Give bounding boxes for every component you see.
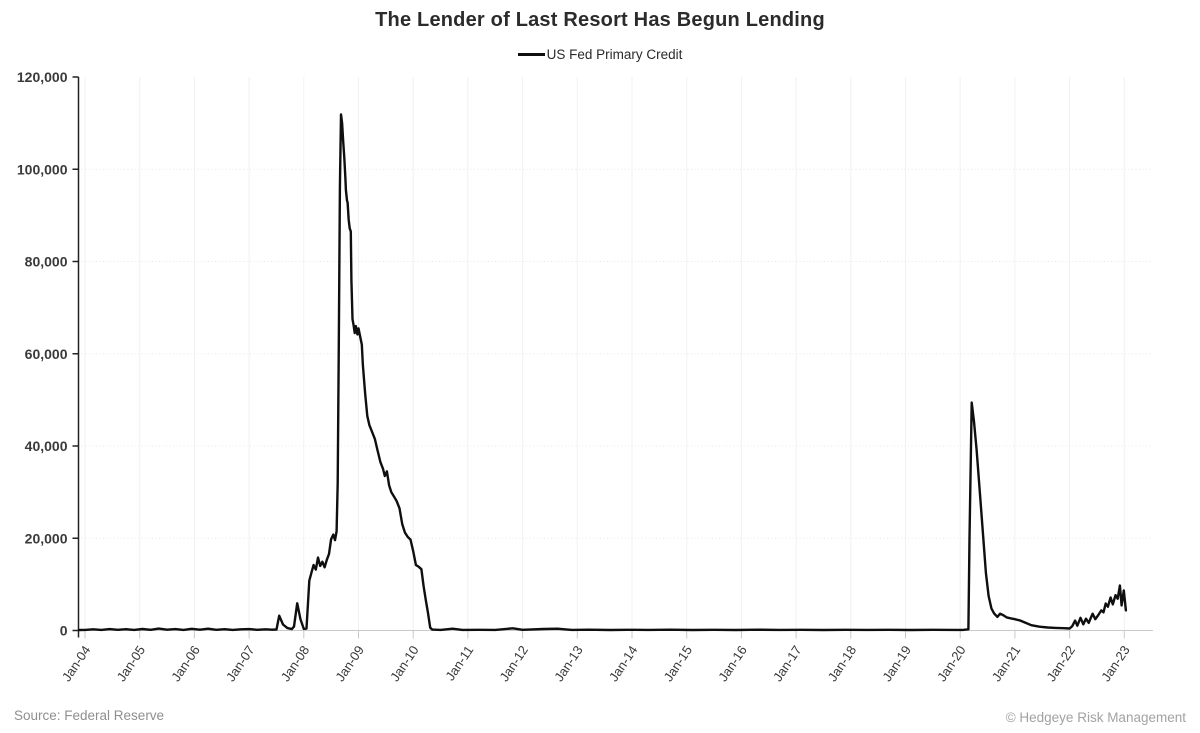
x-tick-label: Jan-07: [223, 643, 258, 684]
y-tick-label: 40,000: [25, 438, 68, 454]
legend: US Fed Primary Credit: [0, 47, 1200, 62]
x-tick-label: Jan-17: [770, 643, 805, 684]
x-tick-label: Jan-08: [278, 643, 313, 684]
legend-line-swatch-icon: [517, 52, 545, 57]
copyright-note: © Hedgeye Risk Management: [1005, 710, 1186, 725]
x-tick-label: Jan-21: [989, 643, 1024, 684]
x-tick-label: Jan-13: [551, 643, 586, 684]
x-tick-label: Jan-20: [934, 643, 969, 684]
source-note: Source: Federal Reserve: [14, 708, 165, 723]
x-tick-label: Jan-12: [496, 643, 531, 684]
y-tick-label: 20,000: [25, 530, 68, 546]
x-tick-label: Jan-09: [332, 643, 367, 684]
y-tick-label: 120,000: [17, 69, 68, 85]
y-tick-label: 60,000: [25, 346, 68, 362]
x-tick-label: Jan-06: [168, 643, 203, 684]
x-tick-label: Jan-10: [387, 643, 422, 684]
y-tick-label: 100,000: [17, 161, 68, 177]
x-tick-label: Jan-04: [59, 643, 94, 684]
x-tick-label: Jan-15: [661, 643, 696, 684]
x-tick-label: Jan-23: [1098, 643, 1133, 684]
x-tick-label: Jan-22: [1043, 643, 1078, 684]
x-tick-label: Jan-14: [606, 643, 641, 684]
y-tick-label: 80,000: [25, 254, 68, 270]
x-tick-label: Jan-18: [825, 643, 860, 684]
chart-title: The Lender of Last Resort Has Begun Lend…: [375, 9, 825, 31]
x-tick-label: Jan-11: [442, 643, 476, 684]
x-tick-label: Jan-16: [715, 643, 750, 684]
x-tick-label: Jan-19: [879, 643, 914, 684]
y-tick-label: 0: [60, 623, 68, 639]
legend-label: US Fed Primary Credit: [546, 47, 683, 62]
series-line: [77, 113, 1128, 632]
x-tick-label: Jan-05: [114, 643, 149, 684]
